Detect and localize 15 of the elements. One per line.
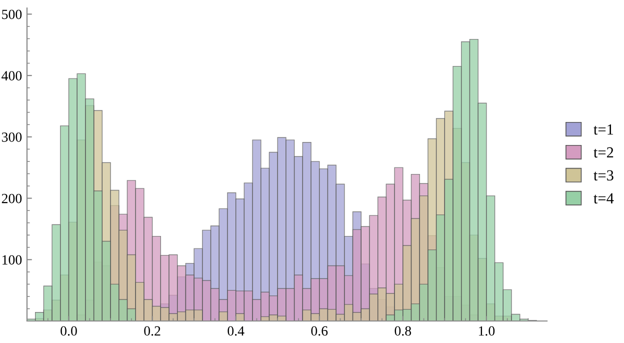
x-tick-label: 0.0 <box>60 326 77 336</box>
y-tick-label: 200 <box>2 194 22 204</box>
y-tick-label: 400 <box>2 71 22 80</box>
x-tick-label: 0.4 <box>228 326 244 336</box>
x-tick-label: 0.2 <box>144 326 160 336</box>
y-tick-label: 500 <box>2 10 22 20</box>
legend-label: t=3 <box>594 170 614 181</box>
legend-label: t=4 <box>594 193 614 204</box>
y-tick-label: 100 <box>2 255 22 265</box>
x-tick-label: 0.6 <box>311 326 328 336</box>
x-tick-label: 1.0 <box>478 326 495 336</box>
legend-label: t=2 <box>594 147 614 158</box>
legend-label: t=1 <box>594 124 614 135</box>
y-tick-label: 300 <box>2 132 22 142</box>
x-tick-label: 0.8 <box>394 326 412 336</box>
